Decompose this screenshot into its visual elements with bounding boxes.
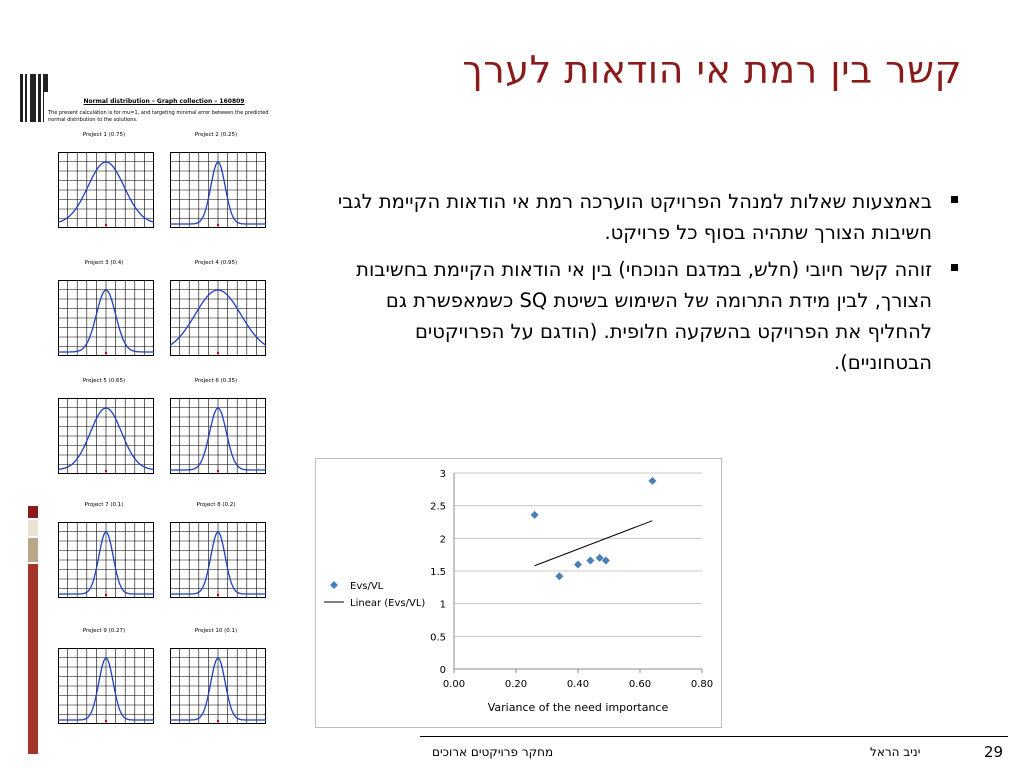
x-tick-label: 0.20 bbox=[505, 679, 527, 690]
bullet-text: באמצעות שאלות למנהל הפרויקט הוערכה רמת א… bbox=[337, 190, 932, 244]
mini-chart bbox=[170, 522, 266, 598]
sidebar-accent-beige bbox=[28, 520, 38, 536]
mini-chart-curve bbox=[170, 161, 266, 225]
data-point bbox=[595, 553, 604, 562]
data-point bbox=[601, 556, 610, 565]
mini-chart-curve bbox=[58, 161, 154, 223]
mini-chart-curve bbox=[170, 531, 266, 595]
mini-chart-label: Project 1 (0.75) bbox=[82, 132, 126, 138]
slide-title: קשר בין רמת אי הודאות לערך bbox=[462, 48, 962, 92]
mini-chart-curve bbox=[58, 531, 154, 595]
data-point bbox=[574, 560, 582, 569]
x-tick-label: 0.00 bbox=[443, 679, 465, 690]
mini-chart bbox=[58, 522, 154, 598]
footer-divider bbox=[420, 736, 1008, 737]
x-tick-label: 0.40 bbox=[567, 679, 589, 690]
mini-chart-label: Project 7 (0.1) bbox=[84, 502, 124, 508]
y-tick-label: 0.5 bbox=[430, 632, 446, 643]
mini-chart-marker bbox=[104, 593, 108, 597]
mini-chart-marker bbox=[216, 351, 220, 355]
mini-chart-curve bbox=[170, 407, 266, 471]
footer-author: יניב הראל bbox=[870, 745, 921, 759]
mini-chart-marker bbox=[216, 223, 220, 227]
mini-chart bbox=[58, 280, 154, 356]
footer-course: מחקר פרויקטים ארוכים bbox=[432, 745, 554, 759]
mini-chart-label: Project 2 (0.25) bbox=[194, 132, 238, 138]
y-tick-label: 2.5 bbox=[430, 502, 446, 513]
scatter-chart: 0 0.5 1 1.5 2 2.5 3 0.00 0.20 0.40 0.60 0.80 Varianc… bbox=[315, 458, 722, 728]
y-tick-label: 1 bbox=[440, 600, 446, 611]
mini-chart-label: Project 5 (0.65) bbox=[82, 378, 126, 384]
x-tick-label: 0.60 bbox=[629, 679, 651, 690]
x-axis-title: Variance of the need importance bbox=[488, 701, 669, 714]
mini-chart-curve bbox=[170, 289, 266, 346]
mini-chart bbox=[58, 398, 154, 474]
bullet-square-icon bbox=[951, 264, 958, 271]
data-point bbox=[530, 510, 539, 519]
y-tick-label: 0 bbox=[440, 665, 446, 676]
mini-chart-label: Project 8 (0.2) bbox=[196, 502, 236, 508]
mini-chart bbox=[58, 152, 154, 228]
mini-chart-curve bbox=[58, 657, 154, 721]
mini-chart bbox=[170, 648, 266, 724]
mini-chart-marker bbox=[104, 719, 108, 723]
bullet-text: זוהה קשר חיובי (חלש, במדגם הנוכחי) בין א… bbox=[356, 258, 932, 374]
mini-chart-marker bbox=[104, 351, 108, 355]
mini-chart bbox=[170, 398, 266, 474]
legend-marker-diamond bbox=[330, 581, 338, 589]
legend-label: Evs/VL bbox=[350, 581, 384, 592]
sidebar-accent-tan bbox=[28, 538, 38, 562]
bullet-list: באמצעות שאלות למנהל הפרויקט הוערכה רמת א… bbox=[322, 186, 962, 384]
mini-chart bbox=[58, 648, 154, 724]
graph-collection-panel: Normal distribution – Graph collection –… bbox=[44, 92, 284, 752]
mini-chart-label: Project 6 (0.35) bbox=[194, 378, 238, 384]
sidebar-accent-red-top bbox=[28, 506, 38, 518]
y-tick-label: 3 bbox=[440, 469, 446, 480]
y-tick-label: 1.5 bbox=[430, 567, 446, 578]
graph-collection-note: The present calculation is for mu=1, and… bbox=[48, 110, 269, 123]
data-point bbox=[648, 476, 657, 485]
mini-chart-marker bbox=[104, 469, 108, 473]
bullet-item: באמצעות שאלות למנהל הפרויקט הוערכה רמת א… bbox=[322, 186, 962, 248]
bullet-square-icon bbox=[951, 196, 958, 203]
sidebar-accent-red bbox=[28, 564, 38, 754]
mini-chart-curve bbox=[58, 289, 154, 353]
mini-chart-marker bbox=[216, 593, 220, 597]
x-tick-label: 0.80 bbox=[691, 679, 713, 690]
bullet-item: זוהה קשר חיובי (חלש, במדגם הנוכחי) בין א… bbox=[322, 254, 962, 378]
mini-chart bbox=[170, 152, 266, 228]
mini-chart-marker bbox=[104, 223, 108, 227]
mini-chart-curve bbox=[58, 407, 154, 471]
legend-label: Linear (Evs/VL) bbox=[350, 598, 425, 609]
mini-chart-label: Project 10 (0.1) bbox=[194, 628, 238, 634]
mini-chart-marker bbox=[216, 719, 220, 723]
data-point bbox=[555, 572, 564, 581]
y-tick-label: 2 bbox=[440, 534, 446, 545]
mini-chart-label: Project 3 (0.4) bbox=[84, 260, 124, 266]
data-point bbox=[586, 556, 595, 565]
page-number: 29 bbox=[984, 743, 1004, 761]
graph-collection-title: Normal distribution – Graph collection –… bbox=[83, 98, 245, 105]
mini-chart-label: Project 9 (0.27) bbox=[82, 628, 126, 634]
mini-chart-curve bbox=[170, 657, 266, 721]
scatter-chart-svg: 0 0.5 1 1.5 2 2.5 3 0.00 0.20 0.40 0.60 0.80 Varianc… bbox=[324, 469, 713, 714]
mini-chart-marker bbox=[216, 469, 220, 473]
mini-chart-label: Project 4 (0.95) bbox=[194, 260, 238, 266]
mini-chart bbox=[170, 280, 266, 356]
trendline bbox=[534, 520, 653, 567]
